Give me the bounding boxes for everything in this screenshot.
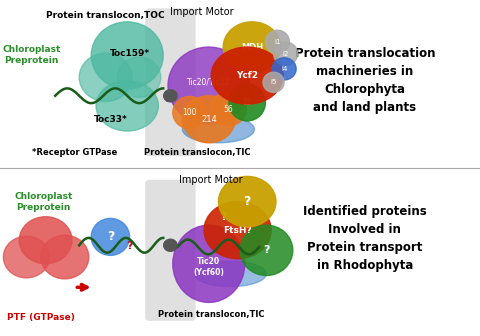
Text: Ycf2: Ycf2 xyxy=(236,71,258,80)
Text: Import Motor: Import Motor xyxy=(180,175,243,185)
Text: i5: i5 xyxy=(270,79,277,85)
Ellipse shape xyxy=(164,239,177,251)
Ellipse shape xyxy=(173,96,206,129)
Text: Chloroplast
Preprotein: Chloroplast Preprotein xyxy=(2,45,60,66)
Text: Import Motor: Import Motor xyxy=(170,7,233,17)
Ellipse shape xyxy=(96,81,158,131)
Text: ?: ? xyxy=(107,230,114,243)
Text: Tic20/Tic12: Tic20/Tic12 xyxy=(187,78,230,87)
FancyBboxPatch shape xyxy=(145,8,196,156)
Text: PTF (GTPase): PTF (GTPase) xyxy=(7,313,75,322)
Text: ?: ? xyxy=(243,195,251,208)
Text: Chloroplast
Preprotein: Chloroplast Preprotein xyxy=(14,192,72,212)
Text: i1: i1 xyxy=(274,39,281,45)
Text: ?: ? xyxy=(126,241,133,251)
Ellipse shape xyxy=(41,235,89,279)
Ellipse shape xyxy=(229,84,265,121)
Ellipse shape xyxy=(19,217,72,264)
Ellipse shape xyxy=(210,92,246,126)
Ellipse shape xyxy=(118,57,161,97)
Text: Protein translocon,TIC: Protein translocon,TIC xyxy=(144,149,250,157)
Text: 75: 75 xyxy=(165,95,174,103)
Ellipse shape xyxy=(223,22,281,72)
Text: 12: 12 xyxy=(242,98,252,107)
Ellipse shape xyxy=(168,47,250,124)
Text: i4: i4 xyxy=(281,66,288,72)
Ellipse shape xyxy=(265,30,289,54)
Ellipse shape xyxy=(272,58,296,80)
Text: Identified proteins
Involved in
Protein transport
in Rhodophyta: Identified proteins Involved in Protein … xyxy=(303,205,427,272)
Text: ?: ? xyxy=(220,212,227,222)
Ellipse shape xyxy=(182,116,254,143)
Text: ?: ? xyxy=(252,232,257,242)
Text: 100: 100 xyxy=(182,108,197,117)
Ellipse shape xyxy=(173,225,245,302)
Text: 56: 56 xyxy=(223,105,233,114)
Ellipse shape xyxy=(91,218,130,255)
Text: Protein translocon,TOC: Protein translocon,TOC xyxy=(46,11,165,19)
Text: Protein translocon,TIC: Protein translocon,TIC xyxy=(158,310,264,319)
Text: i2: i2 xyxy=(282,51,289,57)
Ellipse shape xyxy=(79,53,132,101)
Ellipse shape xyxy=(263,72,284,92)
Ellipse shape xyxy=(194,261,266,287)
Ellipse shape xyxy=(204,202,271,259)
Text: Toc33*: Toc33* xyxy=(94,115,127,124)
Text: Protein translocation
machineries in
Chlorophyta
and land plants: Protein translocation machineries in Chl… xyxy=(295,47,435,114)
Ellipse shape xyxy=(91,22,163,89)
Text: Tic20
(Ycf60): Tic20 (Ycf60) xyxy=(193,257,224,277)
Text: MDH: MDH xyxy=(241,43,263,51)
Ellipse shape xyxy=(274,42,298,66)
FancyBboxPatch shape xyxy=(145,180,196,321)
Text: ?: ? xyxy=(263,245,270,255)
Text: *Receptor GTPase: *Receptor GTPase xyxy=(32,149,117,157)
Text: 214: 214 xyxy=(201,115,216,124)
Text: Toc159*: Toc159* xyxy=(109,49,150,58)
Ellipse shape xyxy=(211,47,283,104)
Text: FtsH?: FtsH? xyxy=(223,226,252,235)
Ellipse shape xyxy=(182,96,235,143)
Ellipse shape xyxy=(164,90,177,102)
Ellipse shape xyxy=(240,225,293,276)
Ellipse shape xyxy=(218,176,276,227)
Text: ?: ? xyxy=(181,239,188,249)
Ellipse shape xyxy=(3,236,49,278)
